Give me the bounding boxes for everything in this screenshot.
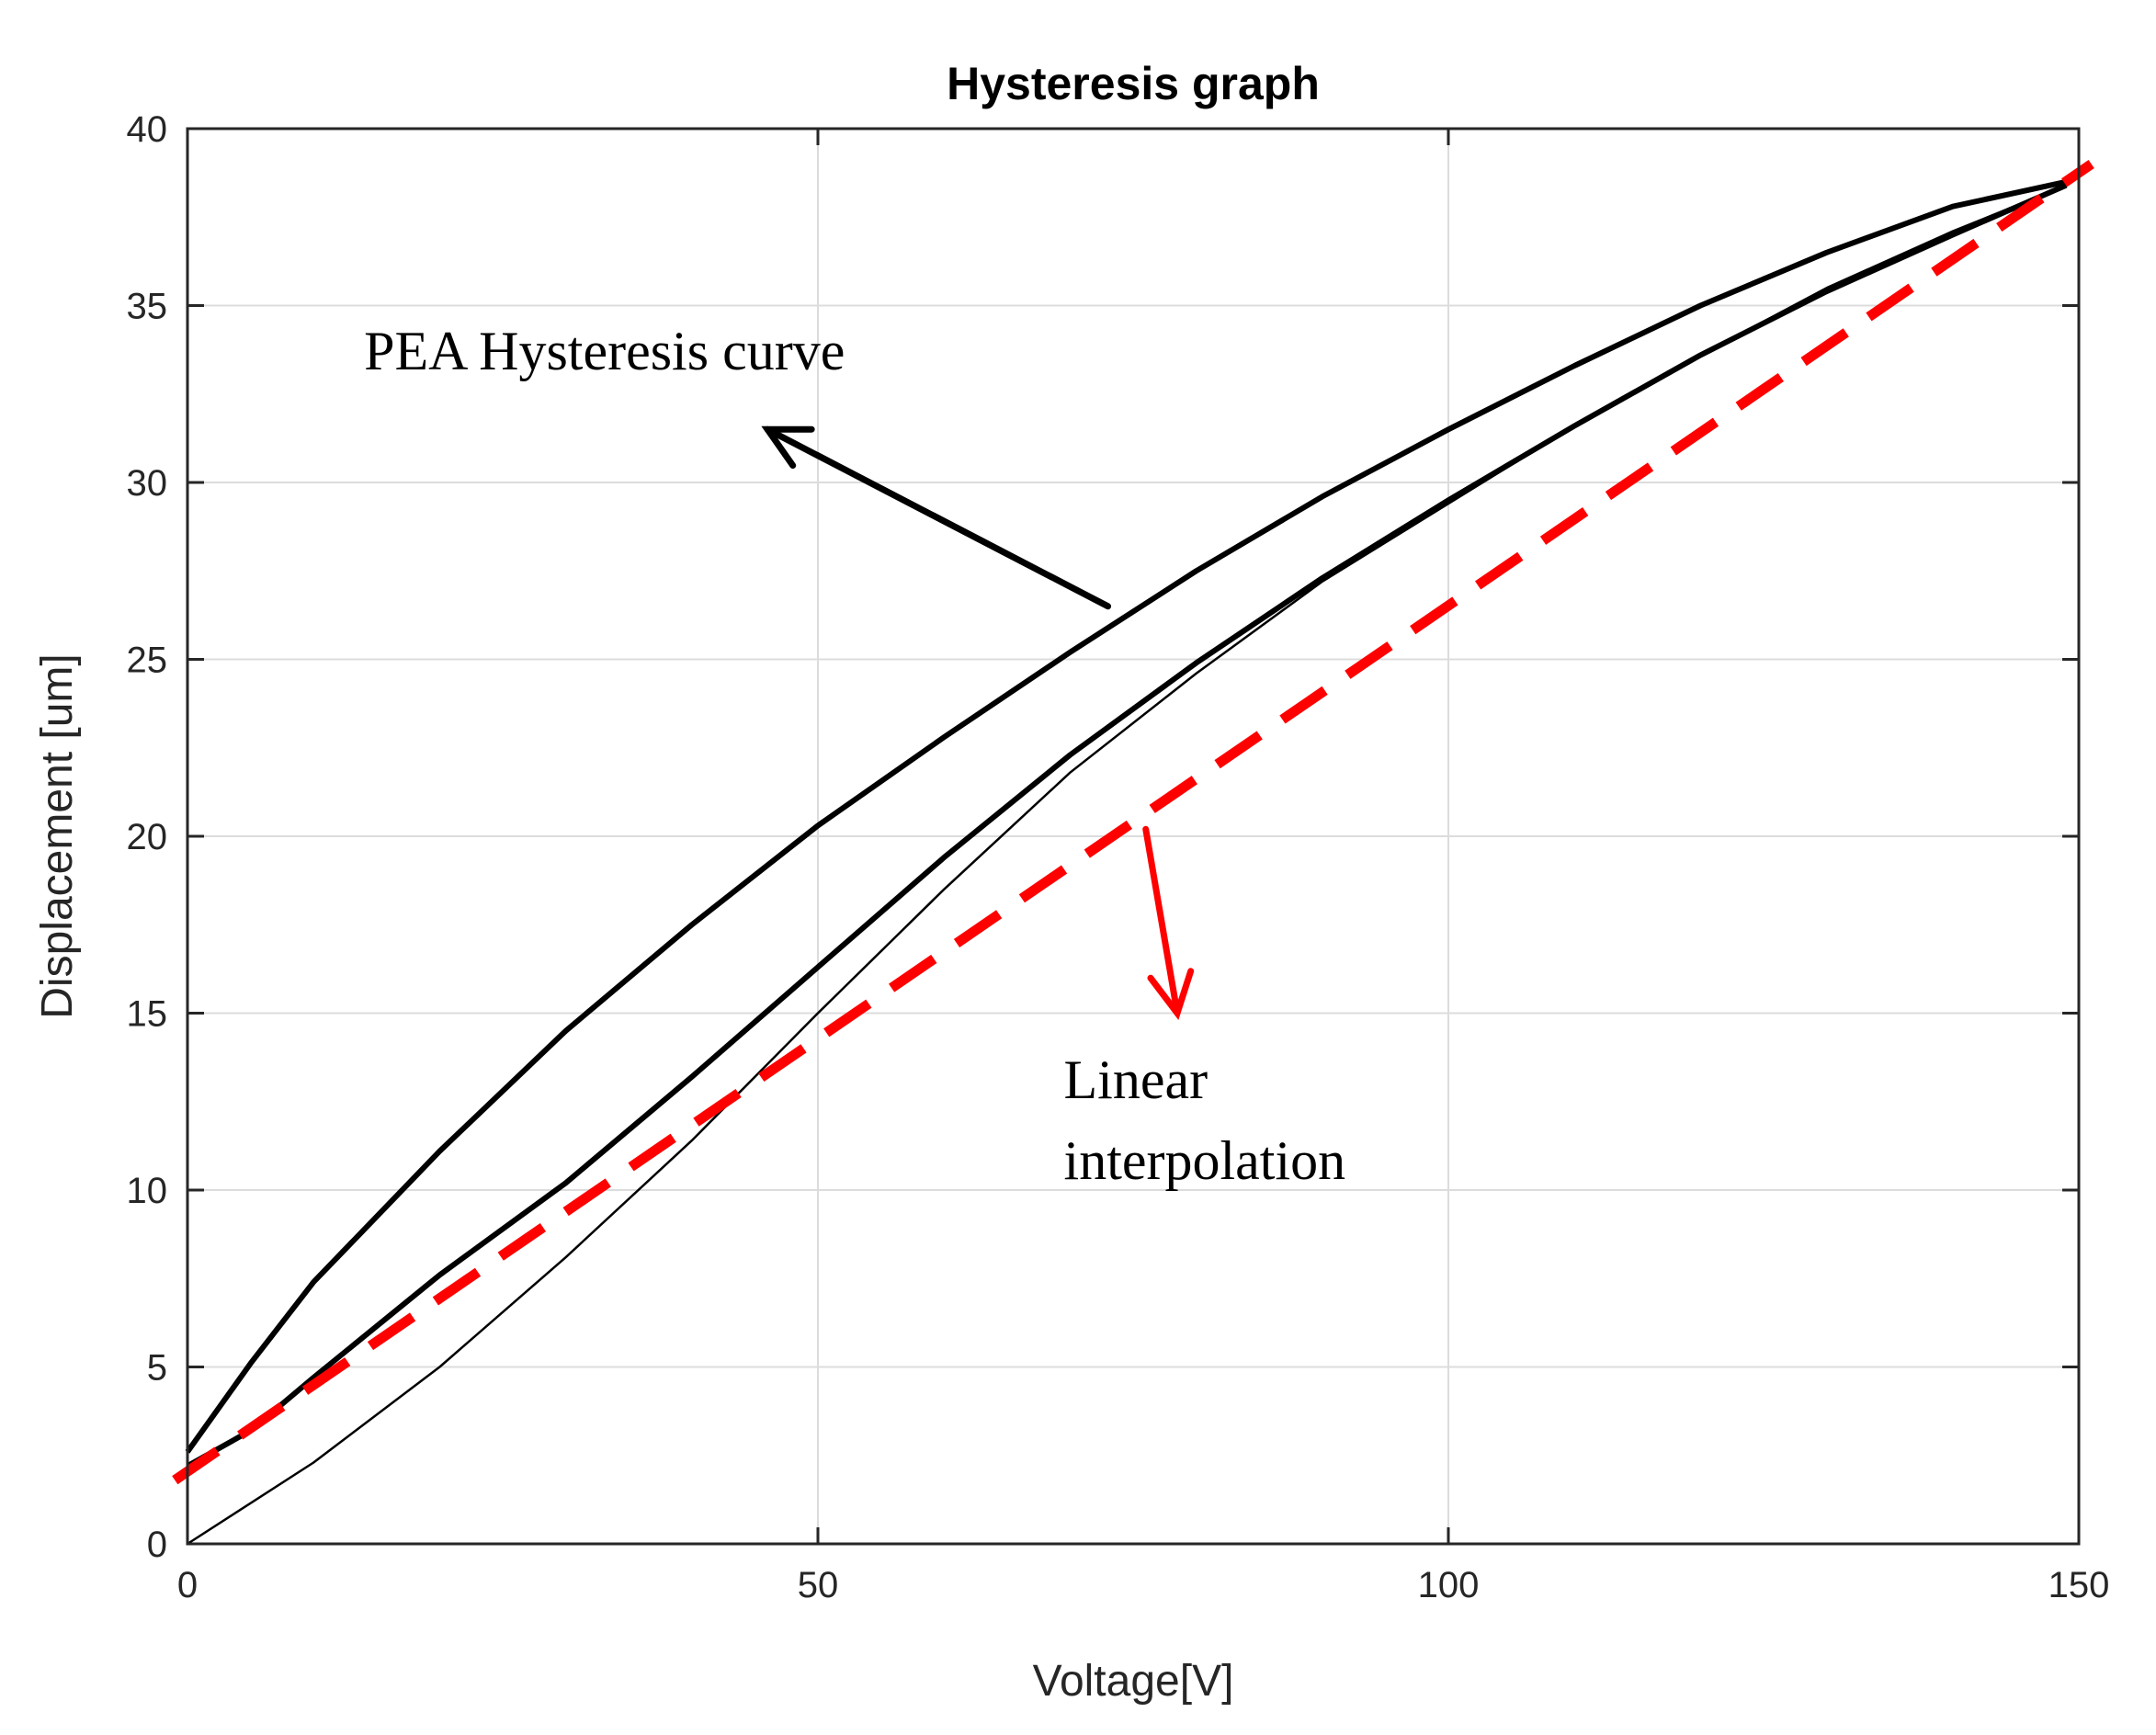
y-tick-label-0: 0 [147, 1525, 167, 1565]
x-tick-label-100: 100 [1418, 1565, 1480, 1605]
x-tick-label-0: 0 [177, 1565, 198, 1605]
annotation-text-linear-0: Linear [1064, 1049, 1208, 1110]
annotation-arrow-shaft-hysteresis [764, 425, 1112, 610]
y-tick-label-25: 25 [127, 641, 168, 681]
y-tick-label-20: 20 [127, 817, 168, 857]
y-tick-label-30: 30 [127, 463, 168, 504]
y-tick-label-35: 35 [127, 287, 168, 327]
axes [186, 127, 2081, 1546]
data-series [172, 159, 2094, 1546]
x-tick-label-50: 50 [798, 1565, 839, 1605]
series-line-2 [185, 178, 2067, 1454]
series-line-3 [172, 159, 2094, 1485]
tick-labels: 0 50 100 150 0 5 10 15 20 25 30 35 40 [127, 109, 2110, 1605]
y-axis-label: Displacement [um] [33, 653, 82, 1018]
annotation-arrow-shaft-linear [1142, 825, 1181, 1016]
y-tick-label-40: 40 [127, 109, 168, 150]
chart-title: Hysteresis graph [947, 58, 1320, 109]
series-line-1 [186, 182, 2068, 1469]
annotations: PEA Hysteresis curve Linear interpolation [364, 321, 1345, 1191]
annotation-text-hysteresis-0: PEA Hysteresis curve [364, 321, 845, 381]
y-tick-label-5: 5 [147, 1348, 167, 1389]
annotation-arrow-head-hysteresis [761, 425, 815, 470]
annotation-arrow-head-linear [1147, 968, 1195, 1020]
y-tick-label-10: 10 [127, 1171, 168, 1211]
annotation-text-linear-1: interpolation [1064, 1130, 1346, 1191]
y-tick-label-15: 15 [127, 994, 168, 1035]
x-axis-label: Voltage[V] [1033, 1657, 1234, 1706]
x-tick-label-150: 150 [2048, 1565, 2110, 1605]
